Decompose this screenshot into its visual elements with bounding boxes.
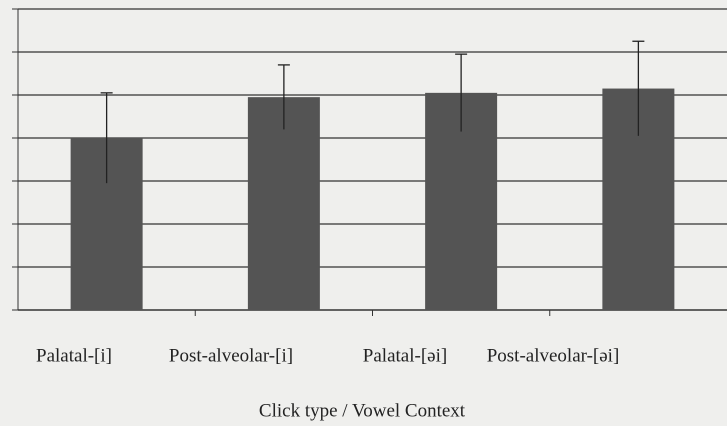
x-tick-label: Post-alveolar-[əi]	[487, 345, 620, 366]
x-tick-label: Post-alveolar-[i]	[169, 345, 293, 366]
x-tick-label: Palatal-[i]	[36, 345, 112, 366]
x-axis-title: Click type / Vowel Context	[259, 400, 466, 421]
bar	[247, 97, 320, 311]
x-tick-label: Palatal-[əi]	[363, 345, 447, 366]
